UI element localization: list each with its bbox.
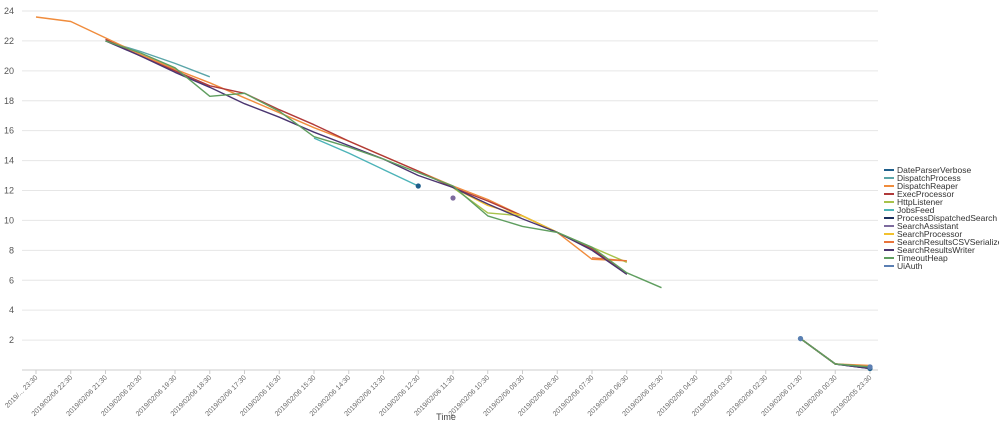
series-line-SearchResultsWriter — [105, 40, 628, 275]
x-axis-title: Time — [436, 412, 456, 422]
legend-label: UiAuth — [897, 261, 923, 271]
legend-label: DispatchReaper — [897, 181, 958, 191]
series-point-SearchAssistant — [450, 195, 456, 201]
y-tick-label: 8 — [9, 245, 14, 255]
y-tick-label: 20 — [4, 66, 14, 76]
series-line-ExecProcessor — [800, 338, 871, 368]
y-tick-label: 16 — [4, 126, 14, 136]
series-point-UiAuth — [797, 335, 804, 342]
legend-label: TimeoutHeap — [897, 253, 948, 263]
y-tick-label: 14 — [4, 156, 14, 166]
y-tick-label: 2 — [9, 335, 14, 345]
y-tick-label: 12 — [4, 186, 14, 196]
x-tick-label: 2019/... 23:30 — [4, 374, 39, 409]
series-line-JobsFeed — [313, 137, 419, 187]
legend-label: HttpListener — [897, 197, 943, 207]
legend-label: SearchResultsWriter — [897, 245, 975, 255]
y-tick-label: 6 — [9, 275, 14, 285]
series-line-SearchResultsCSVSerializer — [800, 338, 871, 368]
y-tick-label: 24 — [4, 6, 14, 16]
series-line-SearchProcessor — [800, 338, 871, 368]
y-tick-label: 4 — [9, 305, 14, 315]
series-point-DateParserVerbose — [415, 183, 421, 189]
series-point-UiAuth — [867, 364, 873, 370]
series-line-TimeoutHeap — [105, 40, 662, 289]
legend-label: DateParserVerbose — [897, 165, 971, 175]
series-line-HttpListener — [800, 338, 871, 368]
series-line-TimeoutHeap — [800, 338, 871, 368]
gridlines — [22, 10, 878, 371]
legend-label: SearchProcessor — [897, 229, 962, 239]
legend-label: ExecProcessor — [897, 189, 954, 199]
y-tick-label: 22 — [4, 36, 14, 46]
legend-label: ProcessDispatchedSearch — [897, 213, 997, 223]
legend-label: JobsFeed — [897, 205, 935, 215]
legend-label: SearchResultsCSVSerializer — [897, 237, 999, 247]
legend-label: SearchAssistant — [897, 221, 959, 231]
series-markers — [415, 183, 873, 372]
series-line-DispatchReaper — [800, 338, 871, 367]
legend: DateParserVerboseDispatchProcessDispatch… — [884, 165, 999, 271]
series-line-JobsFeed — [800, 338, 871, 368]
legend-label: DispatchProcess — [897, 173, 961, 183]
y-tick-label: 18 — [4, 96, 14, 106]
series-lines — [35, 16, 871, 370]
y-tick-label: 10 — [4, 215, 14, 225]
